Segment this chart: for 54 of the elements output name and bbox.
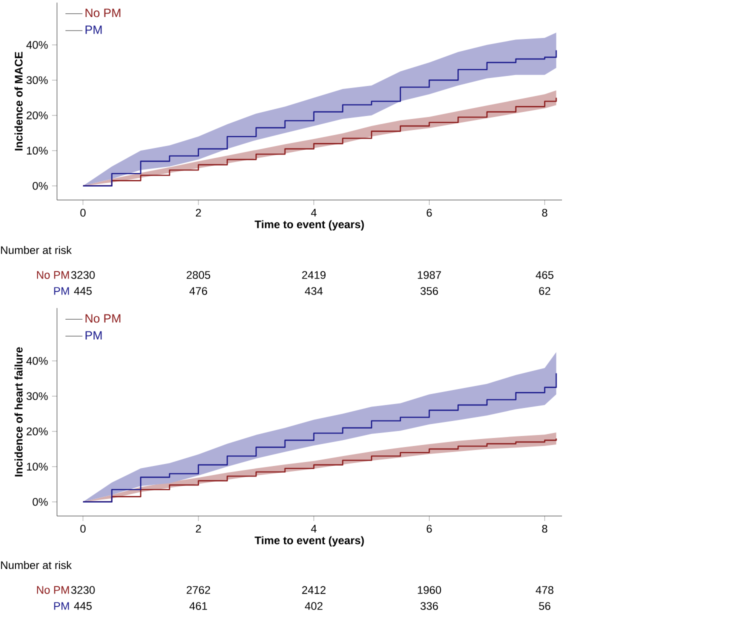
- text: No PM: [37, 271, 69, 279]
- text: PM: [54, 287, 69, 295]
- text: 2419: [302, 271, 326, 279]
- text: 434: [304, 287, 323, 295]
- text: No PM: [37, 586, 69, 594]
- text: 2805: [186, 271, 210, 279]
- text: 445: [74, 602, 92, 610]
- text: 62: [539, 287, 550, 295]
- text: 2762: [186, 586, 210, 594]
- text: 336: [420, 602, 438, 610]
- text: 3230: [71, 271, 95, 279]
- x-tick-label: 2: [196, 524, 201, 533]
- text: 478: [536, 586, 554, 594]
- y-tick-label: 10%: [26, 462, 48, 471]
- y-tick-label: 10%: [26, 146, 48, 155]
- text: 476: [189, 287, 208, 295]
- x-tick-label: 0: [80, 208, 86, 217]
- y-axis-title: Incidence of MACE: [14, 52, 23, 150]
- y-tick-label: 20%: [26, 112, 48, 120]
- text: 56: [539, 602, 550, 610]
- text: 356: [420, 287, 438, 295]
- x-tick-label: 2: [196, 208, 201, 217]
- text: No PM: [86, 314, 120, 323]
- text: 1987: [418, 271, 441, 279]
- x-tick-label: 0: [80, 524, 86, 533]
- y-tick-label: 30%: [26, 76, 48, 84]
- y-axis-title: Incidence of heart failure: [14, 347, 23, 476]
- text: 402: [304, 602, 322, 610]
- x-axis-title: Time to event (years): [254, 220, 364, 230]
- text: 1960: [418, 586, 442, 594]
- y-tick-label: 40%: [26, 41, 48, 49]
- text: 2412: [302, 586, 326, 594]
- text: PM: [86, 26, 102, 34]
- text: Number at risk: [1, 560, 72, 570]
- x-tick-label: 4: [311, 524, 317, 532]
- text: 465: [536, 271, 554, 279]
- y-tick-label: 40%: [26, 357, 48, 365]
- text: 3230: [71, 586, 95, 594]
- x-axis-title: Time to event (years): [254, 536, 364, 546]
- y-tick-label: 0%: [32, 182, 48, 190]
- text: Number at risk: [1, 246, 72, 254]
- text: 461: [189, 602, 208, 610]
- y-tick-label: 0%: [32, 498, 48, 506]
- text: 445: [74, 287, 92, 295]
- x-tick-label: 6: [426, 208, 432, 217]
- text: PM: [86, 331, 102, 340]
- x-tick-label: 4: [311, 208, 317, 216]
- text: PM: [54, 602, 69, 610]
- x-tick-label: 6: [426, 524, 432, 533]
- text: No PM: [86, 8, 120, 18]
- y-tick-label: 30%: [26, 392, 48, 400]
- x-tick-label: 8: [542, 524, 548, 533]
- x-tick-label: 8: [542, 208, 548, 217]
- y-tick-label: 20%: [26, 428, 48, 436]
